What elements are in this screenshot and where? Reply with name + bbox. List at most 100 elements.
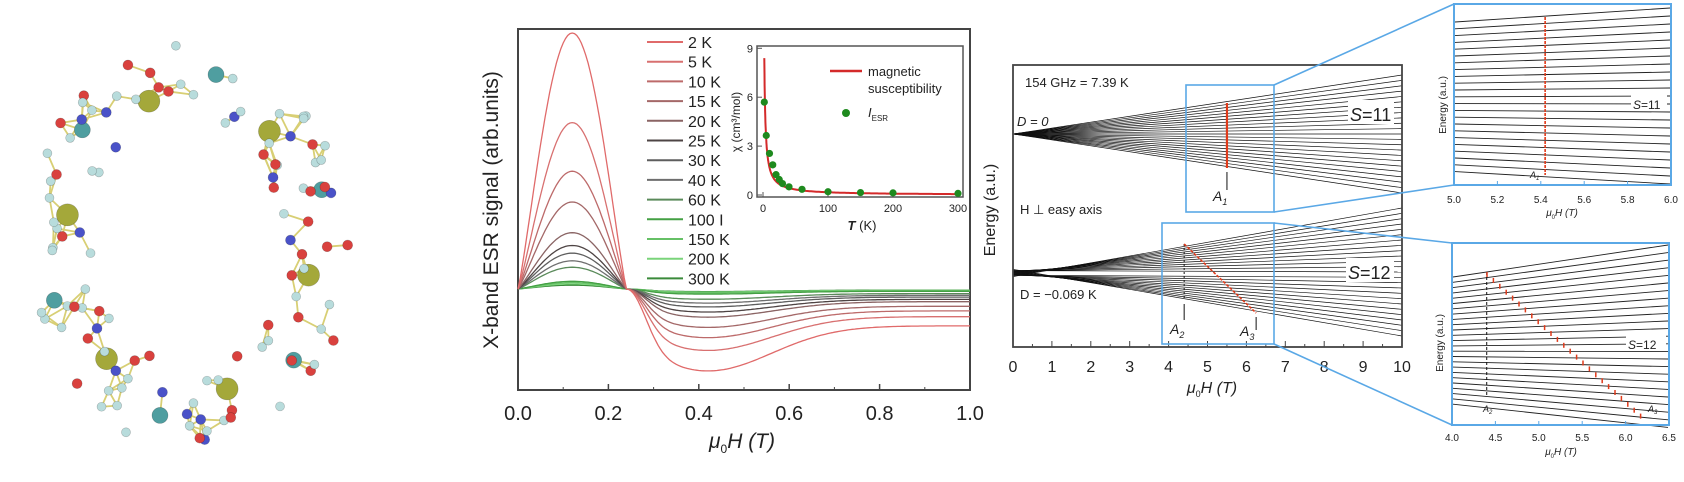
y-tick-label: 0 (747, 190, 753, 202)
atom (96, 401, 107, 412)
zoom-box-top (1185, 84, 1275, 213)
inset-marks: 0 3 6 9 0 100 200 300 (747, 43, 967, 215)
y-tick-label: 3 (747, 141, 753, 153)
zoom-top-lines (1454, 7, 1671, 185)
energy-level-s11 (1012, 117, 1403, 135)
x-tick-label: 0.4 (685, 403, 713, 425)
energy-level (1452, 305, 1669, 320)
energy-level (1454, 79, 1671, 84)
atom (129, 355, 141, 366)
atom (56, 203, 79, 227)
x-tick-label: 0 (1009, 359, 1018, 376)
atom (258, 149, 269, 160)
x-tick-label: 5 (1203, 359, 1212, 376)
atom (270, 159, 281, 170)
esr-curve (517, 280, 970, 295)
atom (225, 412, 237, 423)
energy-level-s12 (1012, 274, 1403, 294)
esr-intensity-point (769, 161, 777, 169)
legend-label: 200 K (688, 252, 730, 269)
esr-curve (517, 252, 970, 308)
atom (47, 245, 58, 256)
d-negative-annotation: D = −0.069 K (1020, 287, 1097, 302)
energy-level (1454, 39, 1671, 50)
energy-level (1452, 297, 1669, 315)
legend-label: 40 K (688, 173, 721, 190)
energy-level (1452, 387, 1669, 406)
atom (55, 117, 66, 129)
legend-label: 2 K (688, 35, 712, 52)
atom (46, 291, 63, 309)
atom (262, 319, 274, 331)
zoom-bottom-s-label: S=12 (1628, 338, 1657, 352)
atom (93, 305, 105, 317)
atom (144, 350, 155, 362)
energy-level-s11 (1012, 133, 1403, 178)
y-tick-label: 9 (747, 43, 753, 55)
x-tick-label: 5.4 (1534, 195, 1548, 206)
atom (229, 111, 240, 123)
atom (42, 148, 53, 159)
energy-level (1452, 403, 1669, 428)
atom (44, 193, 55, 203)
esr-curve (517, 244, 970, 313)
atom (87, 166, 97, 176)
energy-level-lines (1012, 74, 1403, 337)
esr-intensity-point (765, 149, 774, 158)
x-tick-label: 4.5 (1488, 433, 1502, 444)
atom (45, 176, 56, 186)
x-tick-label: 6.5 (1662, 433, 1676, 444)
energy-level (1452, 320, 1669, 331)
esr-intensity-point (778, 179, 787, 188)
energy-level (1454, 7, 1671, 23)
atom (103, 385, 114, 396)
atom (77, 97, 88, 108)
energy-level (1452, 398, 1669, 421)
energy-level (1452, 361, 1669, 368)
energy-level (1452, 274, 1669, 299)
connector-line (1273, 184, 1455, 213)
energy-level-s11 (1012, 90, 1403, 135)
x-tick-label: 0.8 (866, 403, 894, 425)
energy-level-s12 (1012, 273, 1403, 305)
energy-level-s12 (1012, 272, 1403, 316)
atom (231, 350, 243, 362)
x-tick-label: 0.2 (594, 403, 622, 425)
atom (202, 375, 212, 386)
x-tick-label: 200 (884, 203, 902, 215)
atom (65, 133, 75, 143)
esr-legend: 2 K 5 K 10 K 15 K 20 K 25 K 30 K 40 K 60 K 100 I 1… (647, 35, 730, 288)
atom (309, 359, 320, 370)
atom (342, 239, 353, 251)
energy-level (1454, 130, 1671, 137)
energy-level-s11 (1012, 133, 1403, 146)
atom (215, 377, 239, 401)
energy-level-s11 (1012, 133, 1403, 162)
atom (69, 301, 80, 312)
esr-intensity-point (824, 188, 832, 196)
x-tick-label: 2 (1086, 359, 1095, 376)
susceptibility-inset: 0 3 6 9 0 100 200 300 χ (cm³/mol) T (K) magneti… (729, 43, 967, 233)
y-tick-label: 6 (747, 92, 753, 104)
atom (264, 138, 274, 149)
zoom-bottom-lines (1452, 244, 1669, 428)
legend-label: 5 K (688, 55, 712, 72)
inset-frame (756, 45, 964, 198)
atom (207, 66, 225, 83)
atom (279, 208, 289, 219)
atom (213, 375, 224, 385)
energy-level-s12 (1012, 207, 1403, 277)
esr-curve (517, 232, 970, 318)
atom (80, 284, 91, 294)
energy-level-s11 (1012, 74, 1403, 135)
x-tick-label: 10 (1393, 359, 1411, 376)
esr-intensity-point (889, 189, 897, 197)
atom (235, 106, 246, 117)
atom (153, 82, 164, 93)
inset-legend-dot (842, 109, 850, 117)
energy-level-s11 (1012, 133, 1403, 194)
s11-label: S=11 (1350, 105, 1391, 125)
atom (111, 91, 122, 101)
atom (302, 216, 314, 227)
